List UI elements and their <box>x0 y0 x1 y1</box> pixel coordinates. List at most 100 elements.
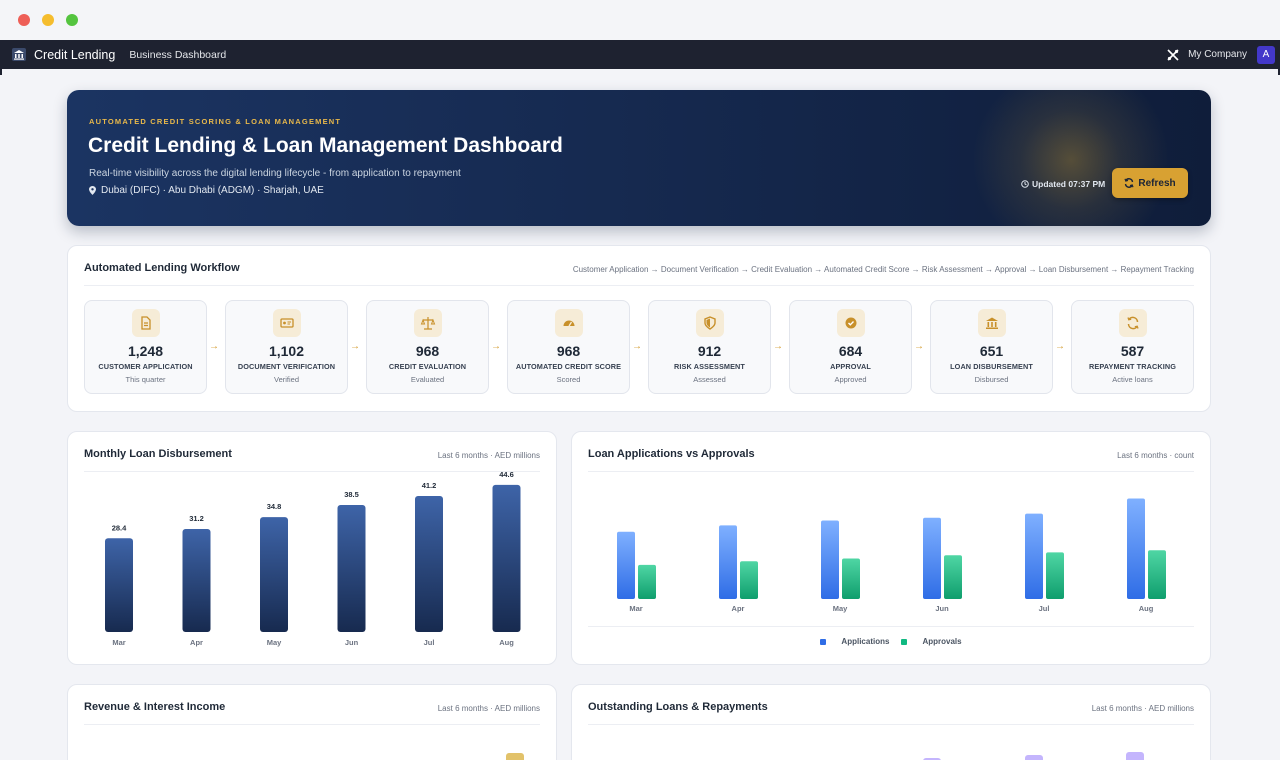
step-status: This quarter <box>125 375 166 384</box>
chart-bar-peek <box>1126 752 1144 760</box>
bar-value-label: 34.8 <box>267 502 282 511</box>
gauge-icon <box>555 309 583 337</box>
close-window-button[interactable] <box>18 14 30 26</box>
bar-value-label: 28.4 <box>112 523 127 532</box>
step-label: AUTOMATED CREDIT SCORE <box>515 362 622 371</box>
maximize-window-button[interactable] <box>66 14 78 26</box>
workflow-card: Automated Lending Workflow Customer Appl… <box>67 245 1211 412</box>
step-status: Verified <box>273 375 300 384</box>
x-tick-label: Jul <box>1039 604 1050 613</box>
bar-approvals-aug[interactable] <box>1148 550 1166 599</box>
minimize-window-button[interactable] <box>42 14 54 26</box>
x-tick-label: Apr <box>732 604 745 613</box>
divider <box>84 285 1194 286</box>
bar-jul[interactable] <box>415 496 443 632</box>
clock-icon <box>1021 180 1029 188</box>
location-pin-icon <box>89 186 96 195</box>
bar-may[interactable] <box>260 517 288 632</box>
bar-approvals-may[interactable] <box>842 558 860 599</box>
chart-meta: Last 6 months · AED millions <box>437 704 540 713</box>
step-count: 587 <box>1120 343 1145 359</box>
id-card-icon <box>273 309 301 337</box>
browser-chrome <box>0 0 1280 40</box>
tools-icon[interactable] <box>1166 48 1180 62</box>
check-circle-icon <box>837 309 865 337</box>
nav-business-dashboard[interactable]: Business Dashboard <box>129 48 227 61</box>
step-status: Assessed <box>693 375 726 384</box>
legend-applications[interactable]: Applications <box>820 637 889 646</box>
bar-approvals-jun[interactable] <box>944 555 962 599</box>
x-tick-label: Mar <box>629 604 642 613</box>
x-tick-label: Mar <box>112 638 125 647</box>
workflow-step-repayment-tracking[interactable]: 587 REPAYMENT TRACKING Active loans <box>1071 300 1194 394</box>
workflow-arrow-icon: → <box>632 341 642 352</box>
page-border <box>0 69 2 75</box>
bar-applications-aug[interactable] <box>1127 498 1145 599</box>
updated-timestamp: Updated 07:37 PM <box>1021 179 1105 189</box>
refresh-icon <box>1124 178 1134 188</box>
chart-bar-peek <box>923 758 941 760</box>
bar-jun[interactable] <box>337 504 366 632</box>
workflow-flow: Customer Application → Document Verifica… <box>572 265 1194 274</box>
outstanding-loans-card: Outstanding Loans & Repayments Last 6 mo… <box>571 684 1211 760</box>
bar-approvals-apr[interactable] <box>740 561 758 599</box>
bar-applications-jun[interactable] <box>923 517 941 599</box>
x-tick-label: Jun <box>935 604 949 613</box>
x-tick-label: Jul <box>424 638 435 647</box>
bar-applications-apr[interactable] <box>719 525 737 599</box>
workflow-step-credit-evaluation[interactable]: 968 CREDIT EVALUATION Evaluated <box>366 300 489 394</box>
step-count: 912 <box>697 343 722 359</box>
chart-bar-peek <box>506 753 524 760</box>
step-count: 968 <box>415 343 440 359</box>
workflow-title: Automated Lending Workflow <box>84 262 240 274</box>
applications-chart: Mar Apr May Jun Jul Aug <box>617 498 1166 613</box>
step-status: Approved <box>834 375 867 384</box>
bar-mar[interactable] <box>105 538 133 632</box>
hero-kicker: AUTOMATED CREDIT SCORING & LOAN MANAGEME… <box>89 117 342 126</box>
step-count: 684 <box>838 343 863 359</box>
company-selector[interactable]: My Company <box>1188 49 1247 60</box>
workflow-step-risk-assessment[interactable]: 912 RISK ASSESSMENT Assessed <box>648 300 771 394</box>
workflow-step-approval[interactable]: 684 APPROVAL Approved <box>789 300 912 394</box>
bar-value-label: 38.5 <box>344 490 359 499</box>
refresh-label: Refresh <box>1138 177 1176 189</box>
workflow-arrow-icon: → <box>350 341 360 352</box>
chart-bar-peek <box>1025 755 1043 760</box>
workflow-step-automated-credit-score[interactable]: 968 AUTOMATED CREDIT SCORE Scored <box>507 300 630 394</box>
workflow-arrow-icon: → <box>1055 341 1065 352</box>
bar-value-label: 44.6 <box>499 470 514 479</box>
bar-approvals-mar[interactable] <box>638 564 656 599</box>
app-brand[interactable]: Credit Lending <box>34 47 116 62</box>
hero-locations: Dubai (DIFC) · Abu Dhabi (ADGM) · Sharja… <box>89 185 324 196</box>
bar-value-label: 31.2 <box>189 514 204 523</box>
x-tick-label: Aug <box>1139 604 1154 613</box>
bar-apr[interactable] <box>182 529 211 632</box>
bar-applications-may[interactable] <box>821 520 839 599</box>
step-count: 1,102 <box>268 343 305 359</box>
page-border <box>1278 69 1280 75</box>
workflow-step-loan-disbursement[interactable]: 651 LOAN DISBURSEMENT Disbursed <box>930 300 1053 394</box>
bar-aug[interactable] <box>492 484 521 632</box>
step-status: Scored <box>556 375 581 384</box>
workflow-step-document-verification[interactable]: 1,102 DOCUMENT VERIFICATION Verified <box>225 300 348 394</box>
legend-approvals[interactable]: Approvals <box>901 637 962 646</box>
chart-meta: Last 6 months · AED millions <box>437 451 540 460</box>
chart-title: Loan Applications vs Approvals <box>588 448 755 460</box>
divider <box>84 471 540 472</box>
step-count: 968 <box>556 343 581 359</box>
document-icon <box>132 309 160 337</box>
page-title: Credit Lending & Loan Management Dashboa… <box>88 134 563 157</box>
shield-icon <box>696 309 724 337</box>
bank-icon <box>978 309 1006 337</box>
divider <box>84 724 540 725</box>
bar-approvals-jul[interactable] <box>1046 552 1064 599</box>
chart-title: Revenue & Interest Income <box>84 701 226 713</box>
user-avatar[interactable]: A <box>1257 45 1275 64</box>
step-status: Evaluated <box>410 375 445 384</box>
refresh-button[interactable]: Refresh <box>1112 168 1188 198</box>
bank-logo-icon[interactable] <box>11 47 26 62</box>
updated-text: Updated 07:37 PM <box>1032 179 1106 189</box>
bar-applications-mar[interactable] <box>617 531 635 599</box>
workflow-step-customer-application[interactable]: 1,248 CUSTOMER APPLICATION This quarter <box>84 300 207 394</box>
bar-applications-jul[interactable] <box>1025 513 1043 599</box>
